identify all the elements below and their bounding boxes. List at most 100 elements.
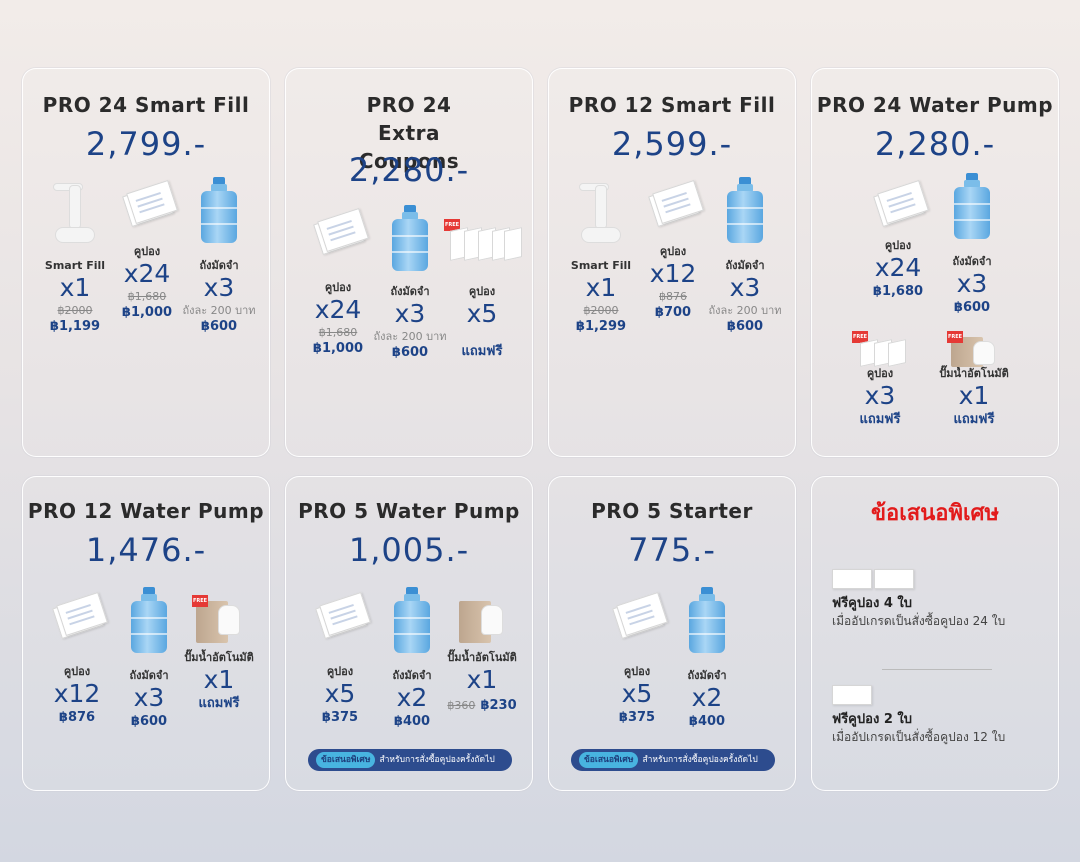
item-coupon: คูปอง x5 ฿375 (595, 591, 679, 727)
item-qty: x1 (466, 665, 498, 694)
package-card-pro24-smartfill[interactable]: PRO 24 Smart Fill 2,799.- Smart Fill x1 … (22, 68, 270, 457)
package-card-pro24-extra-coupons[interactable]: PRO 24 Extra Coupons 2,280.- คูปอง x24 ฿… (285, 68, 533, 457)
item-label: ปั๊มน้ำอัตโนมัติ (447, 651, 517, 664)
item-price: ฿400 (688, 714, 726, 729)
coupon-icon (309, 207, 369, 256)
item-label: ถังมัดจำ (687, 669, 727, 682)
item-price: ฿600 (953, 300, 991, 315)
special-offer-tag: ข้อเสนอพิเศษ (316, 752, 376, 768)
item-price: ฿600 (726, 319, 764, 334)
package-title: PRO 24 Smart Fill (42, 93, 250, 117)
item-price: ฿400 (393, 714, 431, 729)
item-price: ฿1,199 (49, 319, 101, 334)
item-qty: x5 (621, 679, 653, 708)
item-deposit-bottle: ถังมัดจำ x3 ฿600 (107, 587, 191, 731)
item-qty: x3 (864, 381, 896, 410)
item-label: ถังมัดจำ (725, 259, 765, 272)
item-qty: x3 (394, 299, 426, 328)
item-label: ปั๊มน้ำอัตโนมัติ (939, 367, 1009, 380)
item-qty: x24 (314, 295, 362, 324)
item-coupon: คูปอง x12 ฿876 (35, 591, 119, 727)
item-price: ฿1,000 (121, 305, 173, 320)
free-coupons-icon: FREE (852, 331, 908, 367)
item-qty: x3 (203, 273, 235, 302)
item-label: คูปอง (63, 665, 91, 678)
item-price: ฿600 (130, 714, 168, 729)
item-label: คูปอง (866, 367, 894, 380)
item-deposit-bottle: ถังมัดจำ x2 ฿400 (665, 587, 749, 731)
item-label: ถังมัดจำ (390, 285, 430, 298)
item-qty: x1 (203, 665, 235, 694)
item-original-price: ฿1,680 (318, 326, 358, 339)
item-qty: x3 (956, 269, 988, 298)
item-water-pump: ปั๊มน้ำอัตโนมัติ x1 ฿360 ฿230 (436, 595, 528, 715)
coupon-icon (311, 591, 371, 640)
item-price: ฿230 (480, 698, 517, 713)
item-original-price: ฿2000 (583, 304, 619, 317)
item-free-coupons: FREE คูปอง x3 แถมฟรี (838, 331, 922, 429)
item-water-pump: FREE ปั๊มน้ำอัตโนมัติ x1 แถมฟรี (924, 331, 1024, 429)
water-bottle-icon (727, 177, 763, 243)
item-qty: x2 (691, 683, 723, 712)
item-label: Smart Fill (570, 259, 632, 272)
special-offer-tag: ข้อเสนอพิเศษ (579, 752, 639, 768)
free-tag: FREE (444, 219, 460, 231)
item-price-row: ฿360 ฿230 (436, 695, 528, 715)
package-price: 2,599.- (611, 125, 733, 163)
package-card-pro12-water-pump[interactable]: PRO 12 Water Pump 1,476.- คูปอง x12 ฿876… (22, 476, 270, 791)
item-label: ถังมัดจำ (199, 259, 239, 272)
water-bottle-icon (131, 587, 167, 653)
special-offer-2: ฟรีคูปอง 2 ใบ เมื่ออัปเกรดเป็นสั่งซื้อคู… (832, 685, 1042, 745)
item-qty: x5 (466, 299, 498, 328)
package-title: PRO 24 Extra Coupons (358, 93, 460, 173)
free-coupons-icon: FREE (444, 219, 522, 265)
item-price: ฿1,680 (872, 284, 924, 299)
item-deposit-bottle: ถังมัดจำ x3 ฿600 (930, 173, 1014, 317)
item-qty: x12 (649, 259, 697, 288)
item-qty: x1 (59, 273, 91, 302)
item-qty: x24 (874, 253, 922, 282)
item-note: ถังละ 200 บาท (182, 304, 256, 317)
water-pump-icon: FREE (192, 595, 246, 645)
item-price: แถมฟรี (859, 412, 901, 427)
item-free-coupons: FREE คูปอง x5 แถมฟรี (440, 219, 524, 361)
package-title: PRO 12 Water Pump (27, 499, 265, 523)
coupon-icon (48, 591, 108, 640)
package-title: PRO 12 Smart Fill (568, 93, 776, 117)
item-price: ฿600 (391, 345, 429, 360)
water-bottle-icon (689, 587, 725, 653)
smart-fill-dispenser-icon (47, 177, 103, 245)
water-pump-icon: FREE (947, 331, 1001, 367)
item-smartfill: Smart Fill x1 ฿2000 ฿1,299 (559, 177, 643, 336)
item-original-price: ฿1,680 (127, 290, 167, 303)
coupons-icon (832, 569, 1042, 591)
item-original-price: ฿2000 (57, 304, 93, 317)
package-card-pro24-water-pump[interactable]: PRO 24 Water Pump 2,280.- คูปอง x24 ฿1,6… (811, 68, 1059, 457)
item-qty: x1 (585, 273, 617, 302)
item-deposit-bottle: ถังมัดจำ x3 ถังละ 200 บาท ฿600 (177, 177, 261, 336)
item-label: ถังมัดจำ (952, 255, 992, 268)
item-label: ปั๊มน้ำอัตโนมัติ (184, 651, 254, 664)
item-qty: x1 (958, 381, 990, 410)
item-label: Smart Fill (44, 259, 106, 272)
package-card-pro12-smartfill[interactable]: PRO 12 Smart Fill 2,599.- Smart Fill x1 … (548, 68, 796, 457)
special-offer-pill[interactable]: ข้อเสนอพิเศษ สำหรับการสั่งซื้อคูปองครั้งถ… (308, 749, 512, 771)
item-qty: x2 (396, 683, 428, 712)
coupon-icon (608, 591, 668, 640)
special-offer-pill[interactable]: ข้อเสนอพิเศษ สำหรับการสั่งซื้อคูปองครั้งถ… (571, 749, 775, 771)
item-water-pump: FREE ปั๊มน้ำอัตโนมัติ x1 แถมฟรี (173, 595, 265, 713)
package-card-pro5-starter[interactable]: PRO 5 Starter 775.- คูปอง x5 ฿375 ถังมัด… (548, 476, 796, 791)
item-price: แถมฟรี (198, 696, 240, 711)
item-price: ฿876 (58, 710, 96, 725)
package-price: 2,799.- (85, 125, 207, 163)
special-offer-desc: เมื่ออัปเกรดเป็นสั่งซื้อคูปอง 24 ใบ (832, 614, 1006, 628)
item-original-price: ฿876 (659, 290, 687, 303)
item-price: ฿1,299 (575, 319, 627, 334)
item-coupon: คูปอง x12 ฿876 ฿700 (631, 179, 715, 322)
item-label: คูปอง (133, 245, 161, 258)
item-note: ถังละ 200 บาท (373, 330, 447, 343)
item-label: คูปอง (324, 281, 352, 294)
special-offers-card: ข้อเสนอพิเศษ ฟรีคูปอง 4 ใบ เมื่ออัปเกรดเ… (811, 476, 1059, 791)
package-price: 1,005.- (348, 531, 470, 569)
package-card-pro5-water-pump[interactable]: PRO 5 Water Pump 1,005.- คูปอง x5 ฿375 ถ… (285, 476, 533, 791)
